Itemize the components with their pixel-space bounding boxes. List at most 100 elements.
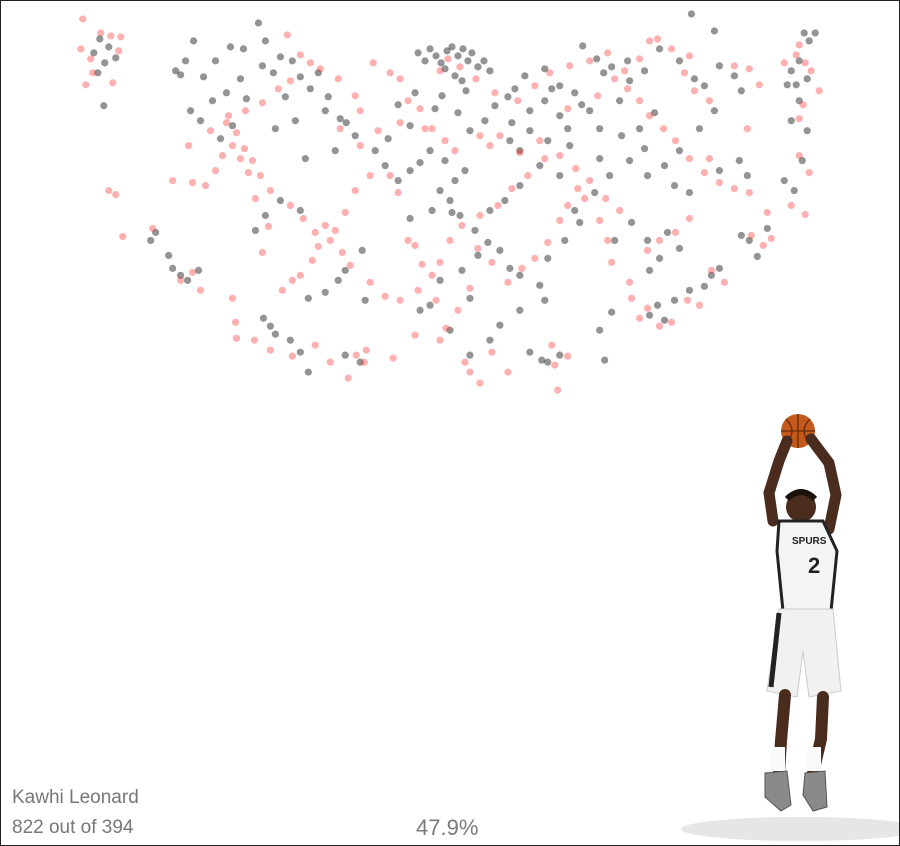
missed-shot-point — [222, 119, 231, 127]
made-shot-point — [675, 57, 684, 65]
made-shot-point — [790, 186, 798, 195]
made-shot-point — [211, 57, 220, 65]
made-shot-point — [361, 296, 369, 304]
missed-shot-point — [442, 324, 450, 332]
missed-shot-point — [436, 67, 444, 75]
made-shot-point — [216, 135, 225, 143]
made-shot-point — [336, 115, 344, 123]
made-shot-point — [805, 37, 813, 45]
made-shot-point — [803, 75, 811, 83]
made-shot-point — [208, 97, 217, 105]
missed-shot-point — [767, 234, 775, 243]
made-shot-point — [763, 224, 771, 233]
made-shot-point — [556, 112, 564, 120]
missed-shot-point — [496, 132, 504, 140]
missed-shot-point — [476, 379, 484, 387]
missed-shot-point — [236, 155, 245, 163]
missed-shot-point — [795, 115, 803, 123]
made-shot-point — [730, 72, 738, 80]
made-shot-point — [548, 85, 556, 93]
made-shot-point — [753, 252, 761, 260]
missed-shot-point — [466, 368, 474, 376]
missed-shot-point — [396, 75, 404, 83]
made-shot-point — [242, 95, 251, 103]
made-shot-point — [471, 226, 479, 235]
missed-shot-point — [564, 201, 572, 210]
made-shot-point — [481, 117, 489, 125]
missed-shot-point — [411, 241, 419, 250]
made-shot-point — [194, 266, 203, 274]
missed-shot-point — [454, 306, 462, 314]
missed-shot-point — [224, 112, 233, 120]
made-shot-point — [743, 171, 751, 180]
missed-shot-point — [494, 201, 502, 210]
missed-shot-point — [635, 55, 644, 63]
missed-shot-point — [594, 92, 602, 100]
missed-shot-point — [626, 278, 634, 286]
missed-shot-point — [351, 92, 359, 100]
made-shot-point — [458, 77, 466, 85]
made-shot-point — [301, 155, 309, 163]
made-shot-point — [342, 119, 350, 127]
made-shot-point — [735, 157, 743, 165]
made-shot-point — [426, 147, 434, 155]
made-shot-point — [152, 228, 160, 237]
missed-shot-point — [428, 271, 436, 279]
missed-shot-point — [604, 236, 612, 245]
made-shot-point — [147, 236, 155, 245]
missed-shot-point — [97, 29, 105, 37]
made-shot-point — [486, 206, 494, 215]
jersey — [775, 519, 839, 613]
made-shot-point — [239, 45, 248, 53]
made-shot-point — [296, 348, 304, 356]
made-shot-point — [536, 162, 544, 170]
made-shot-point — [474, 63, 482, 71]
missed-shot-point — [643, 304, 652, 312]
missed-shot-point — [256, 171, 265, 180]
missed-shot-point — [635, 314, 644, 322]
made-shot-point — [454, 109, 462, 117]
made-shot-point — [591, 188, 599, 197]
made-shot-point — [491, 102, 499, 110]
missed-shot-point — [461, 358, 469, 366]
made-shot-point — [787, 117, 795, 125]
made-shot-point — [94, 69, 102, 77]
missed-shot-point — [341, 208, 349, 217]
missed-shot-point — [386, 171, 394, 180]
made-shot-point — [650, 109, 659, 117]
made-shot-point — [544, 254, 552, 262]
made-shot-point — [296, 206, 304, 215]
missed-shot-point — [404, 236, 412, 245]
made-shot-point — [432, 52, 440, 60]
missed-shot-point — [476, 211, 484, 220]
made-shot-point — [511, 85, 519, 93]
missed-shot-point — [763, 208, 771, 217]
missed-shot-point — [278, 286, 286, 294]
missed-shot-point — [755, 81, 763, 89]
missed-shot-point — [586, 176, 594, 185]
made-shot-point — [112, 54, 120, 62]
missed-shot-point — [306, 59, 314, 67]
missed-shot-point — [458, 221, 466, 230]
made-shot-point — [536, 281, 544, 289]
made-shot-point — [90, 49, 98, 57]
missed-shot-point — [411, 331, 419, 339]
missed-shot-point — [283, 31, 291, 39]
made-shot-point — [579, 42, 587, 50]
missed-shot-point — [608, 258, 616, 266]
made-shot-point — [462, 87, 470, 95]
made-shot-point — [611, 236, 619, 245]
made-shot-point — [321, 288, 329, 296]
missed-shot-point — [188, 268, 197, 276]
missed-shot-point — [266, 346, 274, 354]
made-shot-point — [538, 356, 546, 364]
missed-shot-point — [795, 152, 803, 160]
made-shot-point — [516, 147, 524, 155]
made-shot-point — [448, 208, 456, 217]
missed-shot-point — [488, 258, 496, 266]
made-shot-point — [251, 226, 260, 235]
missed-shot-point — [554, 386, 562, 394]
missed-shot-point — [311, 341, 319, 349]
missed-shot-point — [356, 107, 364, 115]
